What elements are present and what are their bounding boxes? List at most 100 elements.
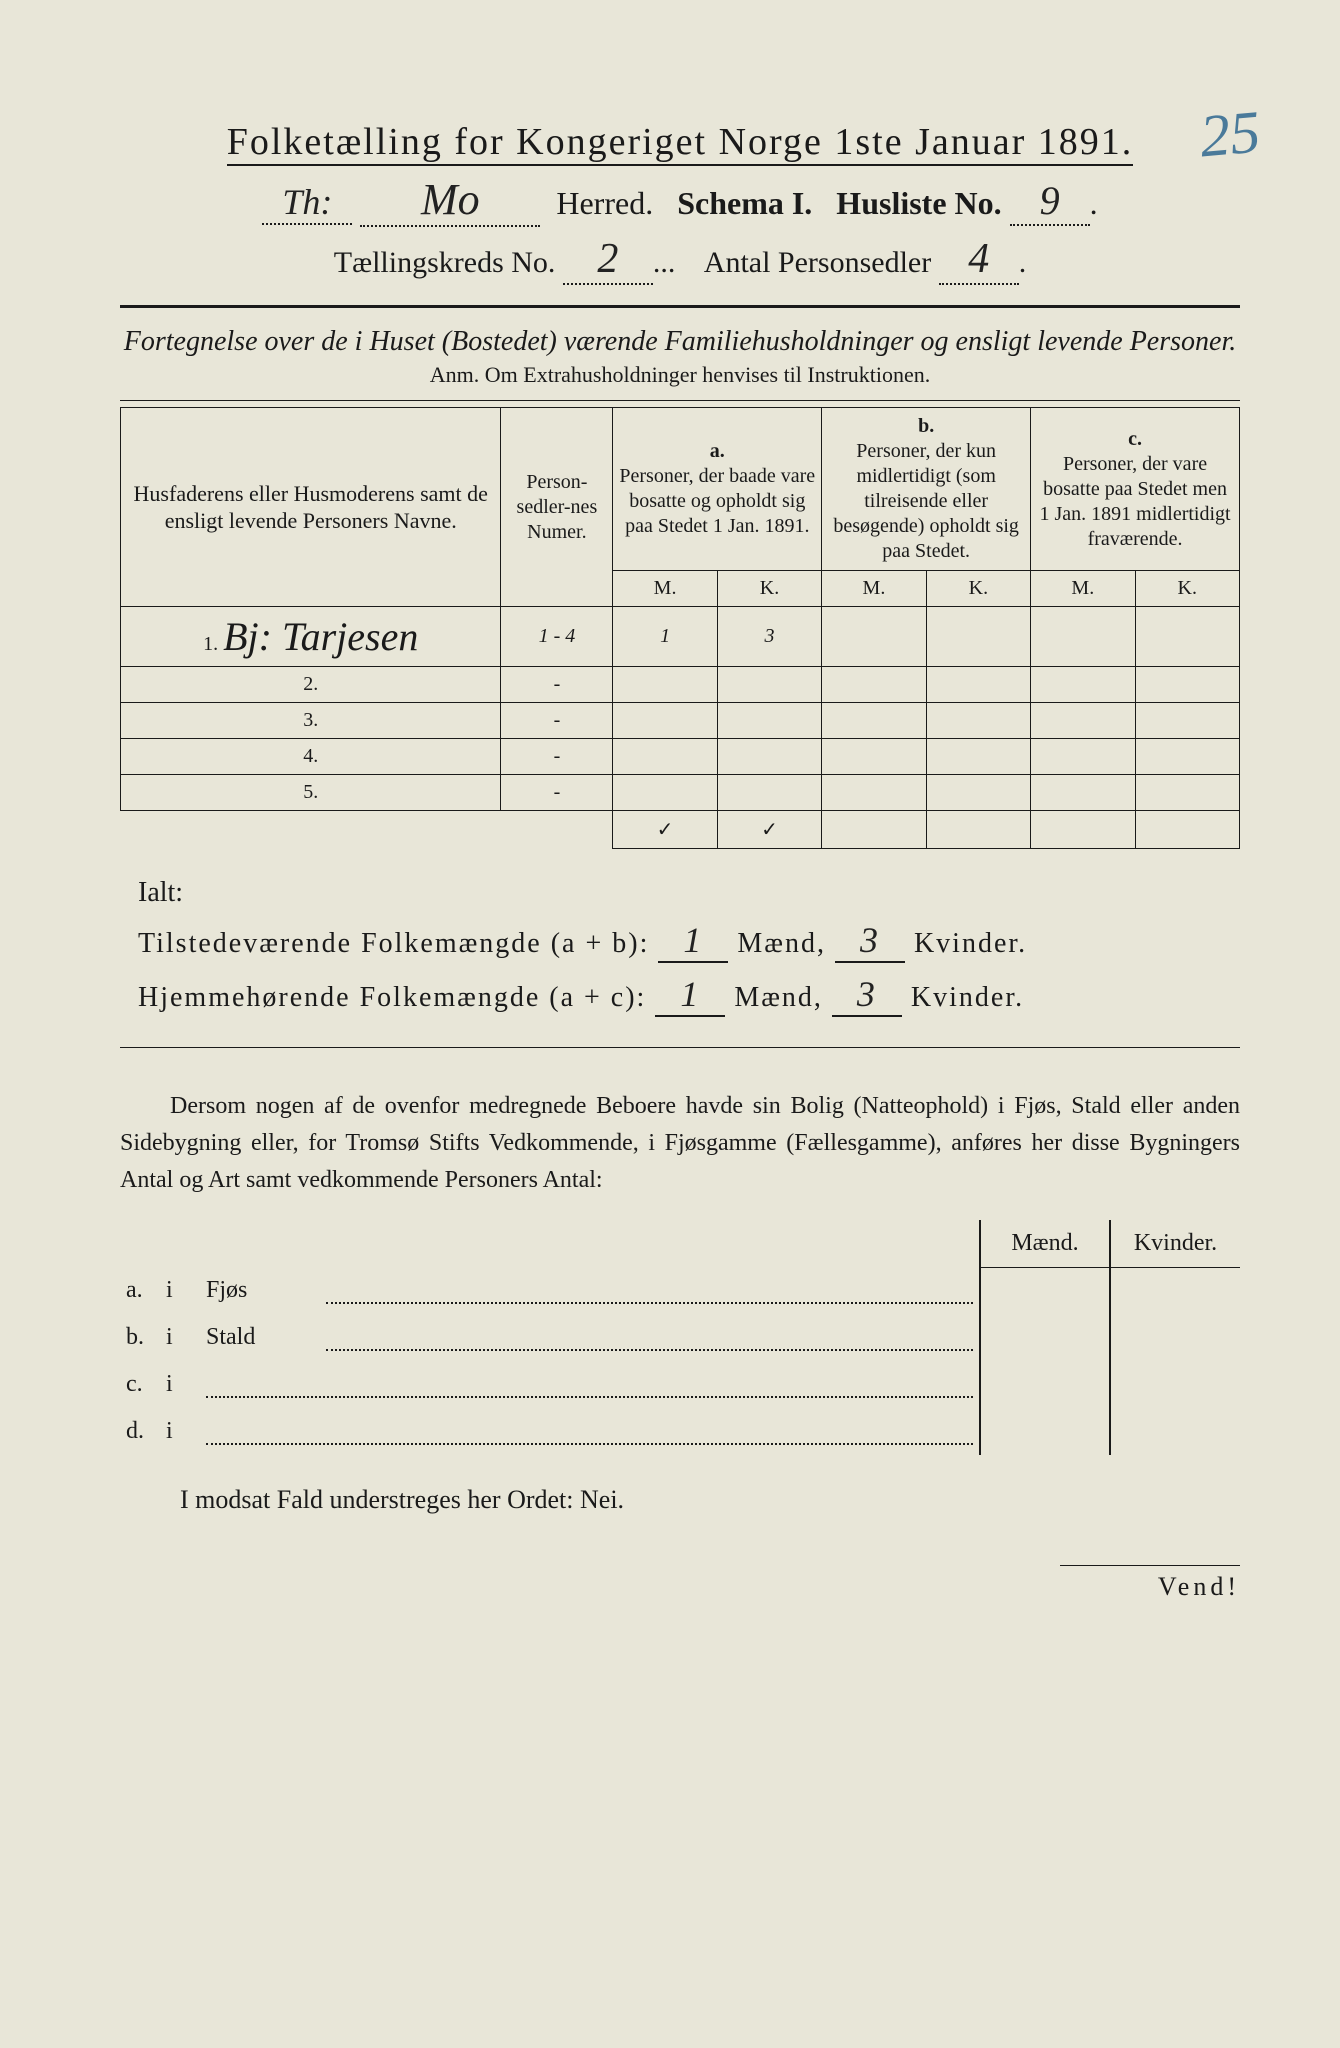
modsat-text: I modsat Fald understreges her Ordet: Ne… [180, 1485, 1240, 1515]
building-table: Mænd. Kvinder. a. i Fjøs b. i Stald c. i… [120, 1220, 1240, 1456]
kreds-line: Tællingskreds No. 2... Antal Personsedle… [120, 235, 1240, 285]
dots-fill [206, 1378, 973, 1398]
row-5-numer: - [501, 775, 613, 811]
kreds-no: 2 [563, 235, 653, 285]
row-4-numer: - [501, 739, 613, 775]
sum2-m-label: Mænd, [734, 982, 823, 1013]
census-table: Husfaderens eller Husmoderens samt de en… [120, 407, 1240, 849]
census-form-page: 25 Folketælling for Kongeriget Norge 1st… [0, 0, 1340, 2048]
row-2-numer: - [501, 667, 613, 703]
building-b-idx: b. [120, 1314, 160, 1361]
page-corner-number: 25 [1197, 98, 1263, 172]
col-b-label: b. [918, 415, 934, 437]
col-c-m: M. [1031, 571, 1135, 607]
building-d-i: i [160, 1408, 200, 1455]
schema-label: Schema I. [677, 185, 812, 221]
building-c-i: i [160, 1361, 200, 1408]
col-a-header: a. Personer, der baade vare bosatte og o… [613, 408, 822, 571]
tick-aM: ✓ [613, 811, 717, 849]
row-1-aK: 3 [717, 607, 821, 667]
col-c-header: c. Personer, der vare bosatte paa Stedet… [1031, 408, 1240, 571]
table-row: 1. Bj: Tarjesen 1 - 4 1 3 [121, 607, 1240, 667]
antal-label: Antal Personsedler [704, 246, 931, 279]
col-b-text: Personer, der kun midlertidigt (som tilr… [833, 440, 1019, 562]
building-paragraph: Dersom nogen af de ovenfor medregnede Be… [120, 1088, 1240, 1200]
row-1-aM: 1 [613, 607, 717, 667]
building-c-idx: c. [120, 1361, 160, 1408]
dots-fill [326, 1284, 973, 1304]
building-k-header: Kvinder. [1110, 1220, 1240, 1268]
tick-aK: ✓ [717, 811, 821, 849]
row-1-idx: 1. [203, 633, 218, 655]
anm-text: Anm. Om Extrahusholdninger henvises til … [120, 362, 1240, 388]
col-c-k: K. [1135, 571, 1239, 607]
tick-row: ✓ ✓ [121, 811, 1240, 849]
herred-prefix: Th: [262, 181, 352, 225]
row-3-idx: 3. [121, 703, 501, 739]
table-row: 3. - [121, 703, 1240, 739]
col-a-k: K. [717, 571, 821, 607]
row-1-cM [1031, 607, 1135, 667]
kreds-label: Tællingskreds No. [334, 246, 556, 279]
sum2-k: 3 [832, 973, 902, 1017]
row-3-numer: - [501, 703, 613, 739]
building-header-row: Mænd. Kvinder. [120, 1220, 1240, 1268]
title-text: Folketælling for Kongeriget Norge 1ste J… [227, 121, 1134, 166]
sum1-k: 3 [835, 919, 905, 963]
table-row: 4. - [121, 739, 1240, 775]
table-row: 5. - [121, 775, 1240, 811]
col-b-header: b. Personer, der kun midlertidigt (som t… [822, 408, 1031, 571]
sum1-k-label: Kvinder. [914, 928, 1027, 959]
building-row: a. i Fjøs [120, 1267, 1240, 1314]
building-a-idx: a. [120, 1267, 160, 1314]
col-a-text: Personer, der baade vare bosatte og opho… [619, 465, 815, 537]
col-c-text: Personer, der vare bosatte paa Stedet me… [1040, 453, 1231, 550]
row-1-person: Bj: Tarjesen [223, 614, 418, 659]
col-b-k: K. [926, 571, 1030, 607]
vend-text: Vend! [1060, 1565, 1240, 1602]
building-row: d. i [120, 1408, 1240, 1455]
antal-no: 4 [939, 235, 1019, 285]
row-1-name: 1. Bj: Tarjesen [121, 607, 501, 667]
husliste-no: 9 [1010, 177, 1090, 226]
building-row: c. i [120, 1361, 1240, 1408]
row-1-numer: 1 - 4 [501, 607, 613, 667]
building-m-header: Mænd. [980, 1220, 1110, 1268]
sum2-label: Hjemmehørende Folkemængde (a + c): [138, 982, 646, 1013]
table-header-row-1: Husfaderens eller Husmoderens samt de en… [121, 408, 1240, 571]
husliste-label: Husliste No. [836, 185, 1001, 221]
divider-thin [120, 1047, 1240, 1048]
herred-line: Th: Mo Herred. Schema I. Husliste No. 9. [120, 174, 1240, 227]
row-1-bK [926, 607, 1030, 667]
building-d-idx: d. [120, 1408, 160, 1455]
sum-line-1: Tilstedeværende Folkemængde (a + b): 1 M… [138, 919, 1240, 963]
sum-line-2: Hjemmehørende Folkemængde (a + c): 1 Mæn… [138, 973, 1240, 1017]
row-1-bM [822, 607, 926, 667]
ialt-label: Ialt: [138, 877, 1240, 909]
building-a-label: Fjøs [200, 1267, 320, 1314]
row-5-idx: 5. [121, 775, 501, 811]
divider-thin [120, 400, 1240, 401]
main-title: Folketælling for Kongeriget Norge 1ste J… [120, 120, 1240, 164]
row-1-cK [1135, 607, 1239, 667]
dots-fill [326, 1331, 973, 1351]
table-row: 2. - [121, 667, 1240, 703]
sum1-m-label: Mænd, [737, 928, 826, 959]
col-a-label: a. [710, 440, 725, 462]
herred-name: Mo [360, 174, 540, 227]
building-b-label: Stald [200, 1314, 320, 1361]
col-name-header: Husfaderens eller Husmoderens samt de en… [121, 408, 501, 607]
col-c-label: c. [1128, 428, 1142, 450]
building-row: b. i Stald [120, 1314, 1240, 1361]
sum2-m: 1 [655, 973, 725, 1017]
building-b-i: i [160, 1314, 200, 1361]
fortegnelse-text: Fortegnelse over de i Huset (Bostedet) v… [120, 326, 1240, 358]
col-numer-header: Person-sedler-nes Numer. [501, 408, 613, 607]
sum1-m: 1 [658, 919, 728, 963]
divider [120, 305, 1240, 308]
sum1-label: Tilstedeværende Folkemængde (a + b): [138, 928, 649, 959]
row-2-idx: 2. [121, 667, 501, 703]
col-b-m: M. [822, 571, 926, 607]
sum2-k-label: Kvinder. [911, 982, 1024, 1013]
col-a-m: M. [613, 571, 717, 607]
